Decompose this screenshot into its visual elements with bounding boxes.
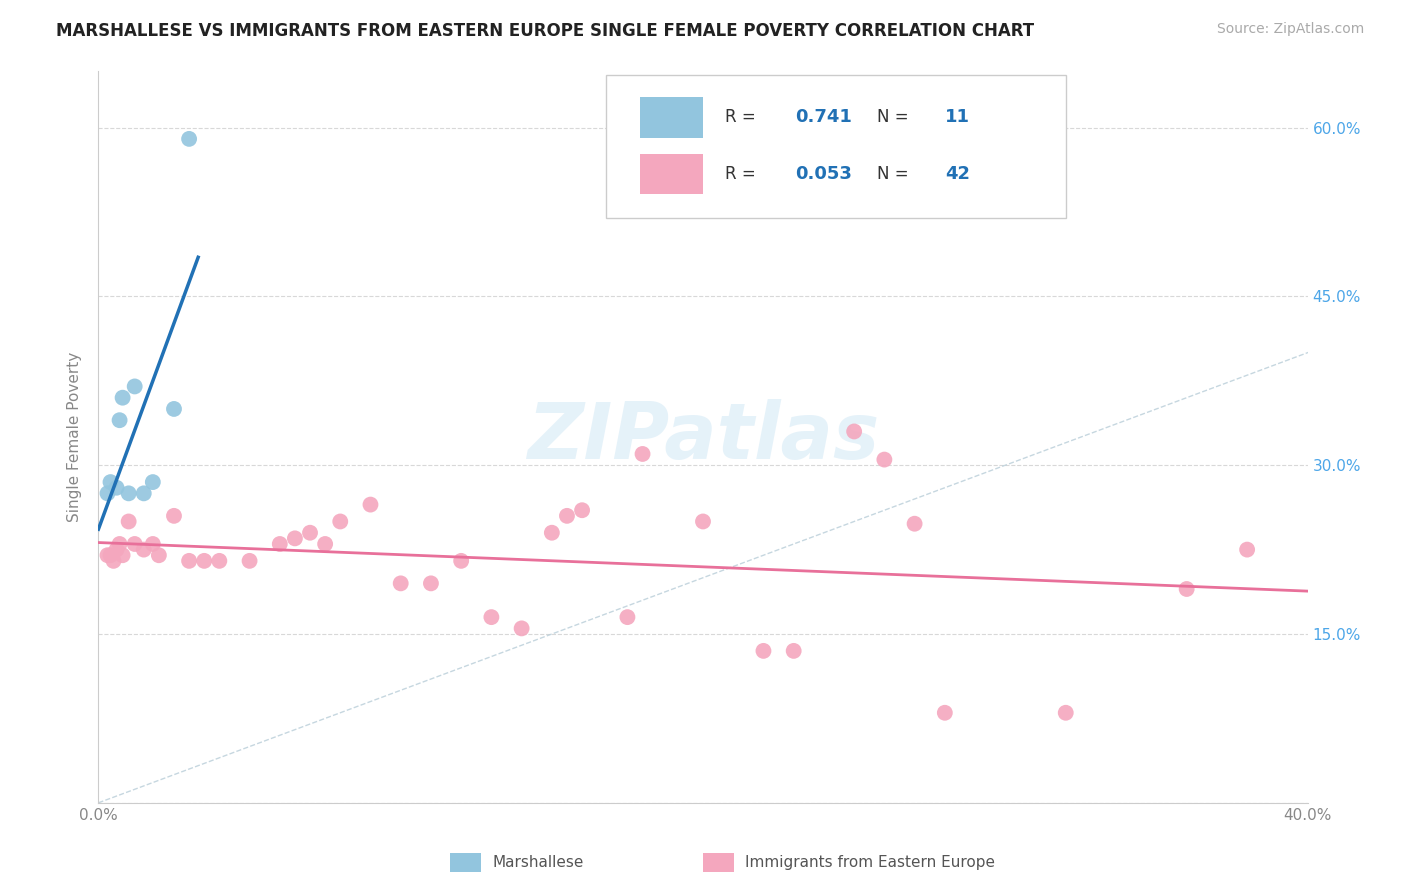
Text: N =: N = — [877, 109, 914, 127]
Text: 11: 11 — [945, 109, 970, 127]
Point — [132, 542, 155, 557]
Point — [1175, 582, 1198, 596]
Point — [163, 401, 186, 416]
Point — [142, 537, 165, 551]
Point — [105, 542, 128, 557]
Point — [163, 508, 186, 523]
Point — [105, 481, 128, 495]
Point — [193, 554, 215, 568]
Point — [752, 644, 775, 658]
Text: R =: R = — [724, 165, 761, 183]
Point — [284, 532, 307, 546]
Text: Source: ZipAtlas.com: Source: ZipAtlas.com — [1216, 22, 1364, 37]
Point — [844, 425, 866, 439]
Point — [269, 537, 291, 551]
Point — [103, 554, 125, 568]
Point — [314, 537, 336, 551]
Point — [108, 413, 131, 427]
Point — [329, 515, 352, 529]
Point — [510, 621, 533, 635]
Point — [540, 525, 562, 540]
Text: ZIPatlas: ZIPatlas — [527, 399, 879, 475]
Text: N =: N = — [877, 165, 914, 183]
Point — [873, 452, 896, 467]
Point — [783, 644, 806, 658]
Point — [100, 475, 122, 489]
Text: Immigrants from Eastern Europe: Immigrants from Eastern Europe — [745, 855, 995, 870]
Point — [360, 498, 382, 512]
Point — [571, 503, 593, 517]
Text: MARSHALLESE VS IMMIGRANTS FROM EASTERN EUROPE SINGLE FEMALE POVERTY CORRELATION : MARSHALLESE VS IMMIGRANTS FROM EASTERN E… — [56, 22, 1035, 40]
Point — [118, 486, 141, 500]
Point — [111, 391, 134, 405]
Text: Marshallese: Marshallese — [492, 855, 583, 870]
Point — [118, 515, 141, 529]
Point — [389, 576, 412, 591]
Point — [299, 525, 322, 540]
Point — [142, 475, 165, 489]
Y-axis label: Single Female Poverty: Single Female Poverty — [67, 352, 83, 522]
Bar — [640, 97, 703, 137]
Point — [208, 554, 231, 568]
Point — [1236, 542, 1258, 557]
Point — [124, 379, 146, 393]
Point — [179, 554, 201, 568]
Point — [132, 486, 155, 500]
Point — [616, 610, 638, 624]
Point — [1054, 706, 1077, 720]
Point — [450, 554, 472, 568]
Point — [934, 706, 956, 720]
Text: 0.741: 0.741 — [794, 109, 852, 127]
FancyBboxPatch shape — [606, 75, 1066, 218]
Text: 42: 42 — [945, 165, 970, 183]
Point — [96, 548, 118, 562]
Text: R =: R = — [724, 109, 761, 127]
Point — [555, 508, 578, 523]
Point — [420, 576, 443, 591]
Point — [692, 515, 714, 529]
Point — [631, 447, 654, 461]
Text: 0.053: 0.053 — [794, 165, 852, 183]
Point — [239, 554, 262, 568]
Point — [108, 537, 131, 551]
Point — [96, 486, 118, 500]
Point — [179, 132, 201, 146]
Point — [481, 610, 503, 624]
Point — [124, 537, 146, 551]
Point — [904, 516, 927, 531]
Point — [148, 548, 170, 562]
Bar — [640, 153, 703, 194]
Point — [100, 548, 122, 562]
Point — [111, 548, 134, 562]
